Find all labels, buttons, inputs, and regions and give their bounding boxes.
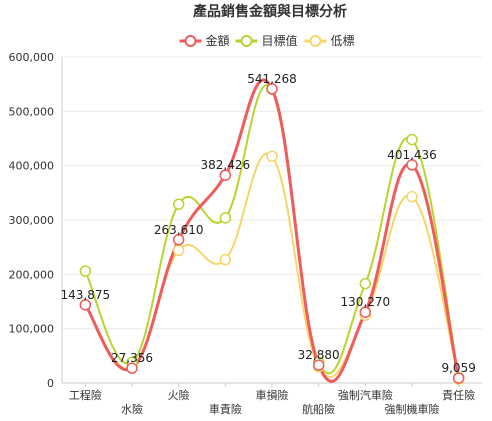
data-point[interactable] <box>126 362 138 374</box>
data-point[interactable] <box>219 253 232 266</box>
data-point[interactable] <box>79 299 92 311</box>
chart-title: 產品銷售金額與目標分析 <box>192 3 347 20</box>
x-tick-label: 水險 <box>121 402 143 416</box>
data-label: 263,610 <box>154 223 204 237</box>
y-tick-label: 100,000 <box>9 323 55 336</box>
data-point[interactable] <box>406 190 418 203</box>
data-label: 382,426 <box>201 158 251 172</box>
data-label: 9,059 <box>441 361 475 375</box>
x-tick-label: 車損險 <box>256 388 289 402</box>
series-line-1 <box>84 84 460 378</box>
legend-marker <box>184 35 197 47</box>
data-label: 32,880 <box>298 348 340 362</box>
data-point[interactable] <box>266 83 278 95</box>
data-label: 401,436 <box>387 148 437 162</box>
legend-marker <box>240 35 253 47</box>
y-tick-label: 200,000 <box>9 268 55 281</box>
grid-lines <box>62 56 482 384</box>
data-point[interactable] <box>452 372 465 384</box>
data-point[interactable] <box>79 265 92 277</box>
data-point[interactable] <box>312 359 325 371</box>
data-point[interactable] <box>172 234 185 246</box>
legend: 金額 目標值 低標 <box>179 33 355 48</box>
legend-marker <box>309 35 322 47</box>
x-tick-label: 強制汽車險 <box>338 388 393 402</box>
data-point[interactable] <box>266 150 278 163</box>
legend-item-label[interactable]: 金額 <box>206 33 230 48</box>
x-tick-label: 車責險 <box>209 402 242 416</box>
series-line-0 <box>84 78 461 383</box>
data-point[interactable] <box>406 133 418 146</box>
legend-item-label[interactable]: 低標 <box>331 34 355 48</box>
y-tick-label: 0 <box>47 377 54 390</box>
data-point[interactable] <box>172 198 185 210</box>
x-tick-label: 工程險 <box>69 388 102 402</box>
series-layer <box>79 78 465 385</box>
x-tick-label: 強制機車險 <box>385 402 440 416</box>
y-tick-label: 300,000 <box>9 214 55 227</box>
legend-item-label[interactable]: 目標值 <box>262 33 298 48</box>
y-tick-label: 400,000 <box>9 160 55 173</box>
data-point[interactable] <box>172 244 185 257</box>
x-tick-label: 火險 <box>168 388 190 402</box>
data-point[interactable] <box>219 169 232 181</box>
y-axis: 0 100,000 200,000 300,000 400,000 500,000 600,… <box>9 51 63 390</box>
x-tick-label: 責任險 <box>442 388 475 402</box>
data-point[interactable] <box>406 159 418 171</box>
data-label: 130,270 <box>341 295 391 309</box>
data-labels: 143,875 27,356 263,610 382,426 541,268 32,880… <box>61 72 476 375</box>
data-label: 541,268 <box>247 72 297 86</box>
data-point[interactable] <box>359 306 372 318</box>
data-label: 27,356 <box>111 351 153 365</box>
y-tick-label: 600,000 <box>9 51 55 64</box>
data-point[interactable] <box>359 277 372 290</box>
data-point[interactable] <box>219 212 232 224</box>
x-tick-label: 航船險 <box>302 402 335 416</box>
data-label: 143,875 <box>61 288 111 302</box>
y-tick-label: 500,000 <box>9 105 55 118</box>
